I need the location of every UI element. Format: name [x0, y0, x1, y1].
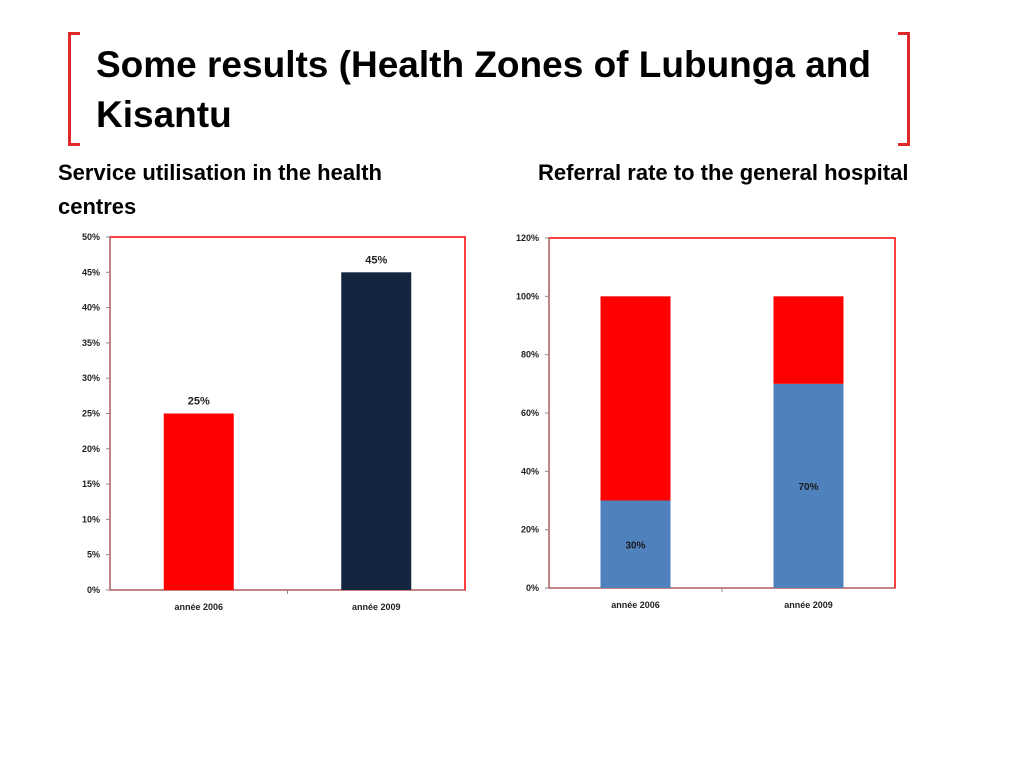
- bar-segment: [600, 500, 671, 588]
- bar-segment: [773, 296, 844, 384]
- x-tick-label: année 2006: [611, 600, 660, 610]
- y-tick-label: 60%: [521, 408, 539, 418]
- x-tick-label: année 2006: [174, 602, 223, 612]
- y-tick-label: 0%: [87, 585, 100, 595]
- y-tick-label: 5%: [87, 550, 100, 560]
- y-tick-label: 100%: [516, 291, 539, 301]
- y-tick-label: 40%: [82, 303, 100, 313]
- bar: [163, 413, 234, 590]
- y-tick-label: 25%: [82, 409, 100, 419]
- title-bracket-right: [898, 32, 910, 146]
- y-tick-label: 20%: [521, 525, 539, 535]
- y-tick-label: 30%: [82, 373, 100, 383]
- data-label: 45%: [365, 254, 387, 266]
- y-tick-label: 120%: [516, 233, 539, 243]
- y-tick-label: 80%: [521, 350, 539, 360]
- right-chart-heading: Referral rate to the general hospital: [538, 160, 909, 185]
- y-tick-label: 15%: [82, 479, 100, 489]
- title-bracket-left: [68, 32, 80, 146]
- data-label: 25%: [188, 396, 210, 408]
- x-tick-label: année 2009: [352, 602, 401, 612]
- y-tick-label: 40%: [521, 466, 539, 476]
- y-tick-label: 50%: [82, 232, 100, 242]
- referral-rate-chart: 0% 20% 40% 60% 80% 100% 120% année 2006 année 20…: [516, 233, 896, 610]
- y-tick-label: 20%: [82, 444, 100, 454]
- x-tick-label: année 2009: [784, 600, 833, 610]
- y-tick-label: 0%: [526, 583, 539, 593]
- left-chart-heading: Service utilisation in the health centre…: [58, 160, 382, 219]
- y-tick-label: 10%: [82, 514, 100, 524]
- slide-title: Some results (Health Zones of Lubunga an…: [96, 44, 872, 135]
- service-utilisation-chart: 0% 5% 10% 15% 20% 25% 30% 35% 40% 45% 50% année 200…: [82, 232, 466, 612]
- y-tick-label: 35%: [82, 338, 100, 348]
- data-label: 70%: [798, 482, 818, 493]
- bar-segment: [773, 383, 844, 588]
- y-tick-label: 45%: [82, 267, 100, 277]
- data-label: 30%: [625, 540, 645, 551]
- bar-segment: [600, 296, 671, 501]
- bar: [341, 272, 412, 590]
